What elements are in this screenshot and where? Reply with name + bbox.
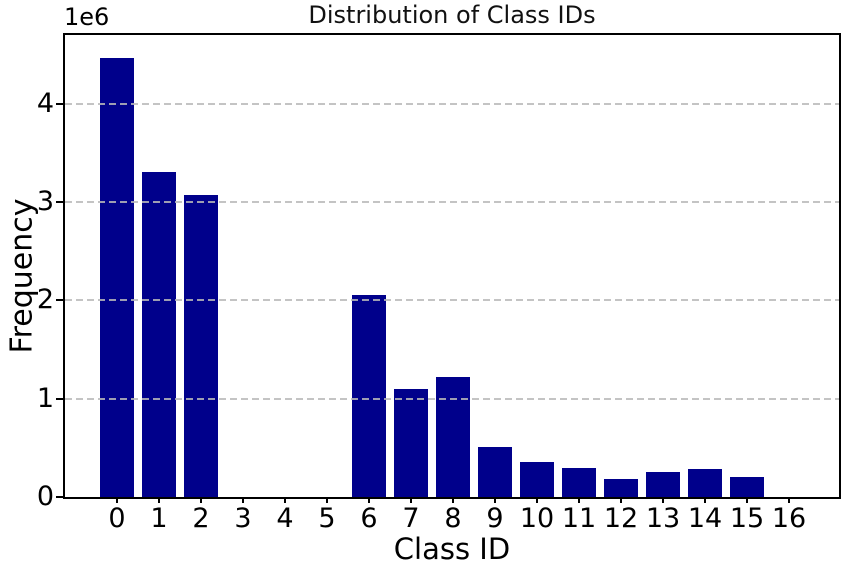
x-tick-label: 2 (192, 503, 210, 534)
bar-class-1 (142, 172, 176, 497)
x-tick-mark (200, 497, 202, 503)
y-tick-label: 0 (36, 481, 54, 512)
y-gridline (65, 299, 839, 302)
y-axis-label: Frequency (4, 198, 40, 354)
x-tick-label: 16 (771, 503, 807, 534)
bar-class-8 (436, 377, 470, 497)
bar-class-15 (730, 477, 764, 497)
y-tick-label: 2 (36, 284, 54, 316)
x-tick-label: 14 (687, 503, 723, 534)
x-tick-label: 13 (645, 503, 681, 534)
x-tick-mark (536, 497, 538, 503)
bar-class-7 (394, 389, 428, 497)
x-tick-label: 0 (108, 503, 126, 534)
x-tick-mark (452, 497, 454, 503)
x-tick-label: 6 (360, 503, 378, 534)
x-tick-mark (788, 497, 790, 503)
x-tick-mark (746, 497, 748, 503)
x-tick-label: 10 (519, 503, 555, 534)
x-tick-mark (368, 497, 370, 503)
x-tick-label: 5 (318, 503, 336, 534)
y-tick-mark (56, 201, 63, 204)
y-tick-label: 4 (36, 87, 54, 119)
bar-class-9 (478, 447, 512, 497)
y-tick-mark (56, 102, 63, 105)
bar-class-12 (604, 479, 638, 497)
x-tick-label: 12 (603, 503, 639, 534)
x-tick-mark (494, 497, 496, 503)
x-tick-mark (284, 497, 286, 503)
bar-class-2 (184, 195, 218, 497)
y-gridline (65, 102, 839, 105)
y-gridline (65, 201, 839, 204)
y-gridline (65, 397, 839, 400)
x-tick-label: 8 (444, 503, 462, 534)
y-tick-mark (56, 299, 63, 302)
y-axis-offset-label: 1e6 (64, 3, 110, 31)
y-tick-mark (56, 496, 63, 498)
bar-class-13 (646, 472, 680, 497)
x-tick-mark (116, 497, 118, 503)
bar-class-11 (562, 468, 596, 497)
bar-class-14 (688, 469, 722, 497)
y-tick-label: 1 (36, 382, 54, 414)
x-tick-mark (578, 497, 580, 503)
y-tick-mark (56, 397, 63, 400)
x-tick-label: 4 (276, 503, 294, 534)
y-tick-label: 3 (36, 186, 54, 218)
x-tick-label: 7 (402, 503, 420, 534)
x-tick-label: 9 (486, 503, 504, 534)
x-tick-label: 11 (561, 503, 597, 534)
x-tick-label: 15 (729, 503, 765, 534)
bar-class-0 (100, 58, 134, 497)
x-tick-mark (158, 497, 160, 503)
x-tick-mark (620, 497, 622, 503)
x-tick-mark (242, 497, 244, 503)
x-tick-mark (704, 497, 706, 503)
x-tick-mark (326, 497, 328, 503)
chart-title: Distribution of Class IDs (308, 1, 596, 29)
x-tick-mark (410, 497, 412, 503)
plot-area (63, 33, 841, 499)
x-tick-mark (662, 497, 664, 503)
x-axis-label: Class ID (393, 532, 511, 566)
x-tick-label: 3 (234, 503, 252, 534)
x-tick-label: 1 (150, 503, 168, 534)
bar-class-6 (352, 295, 386, 497)
bar-class-10 (520, 462, 554, 497)
